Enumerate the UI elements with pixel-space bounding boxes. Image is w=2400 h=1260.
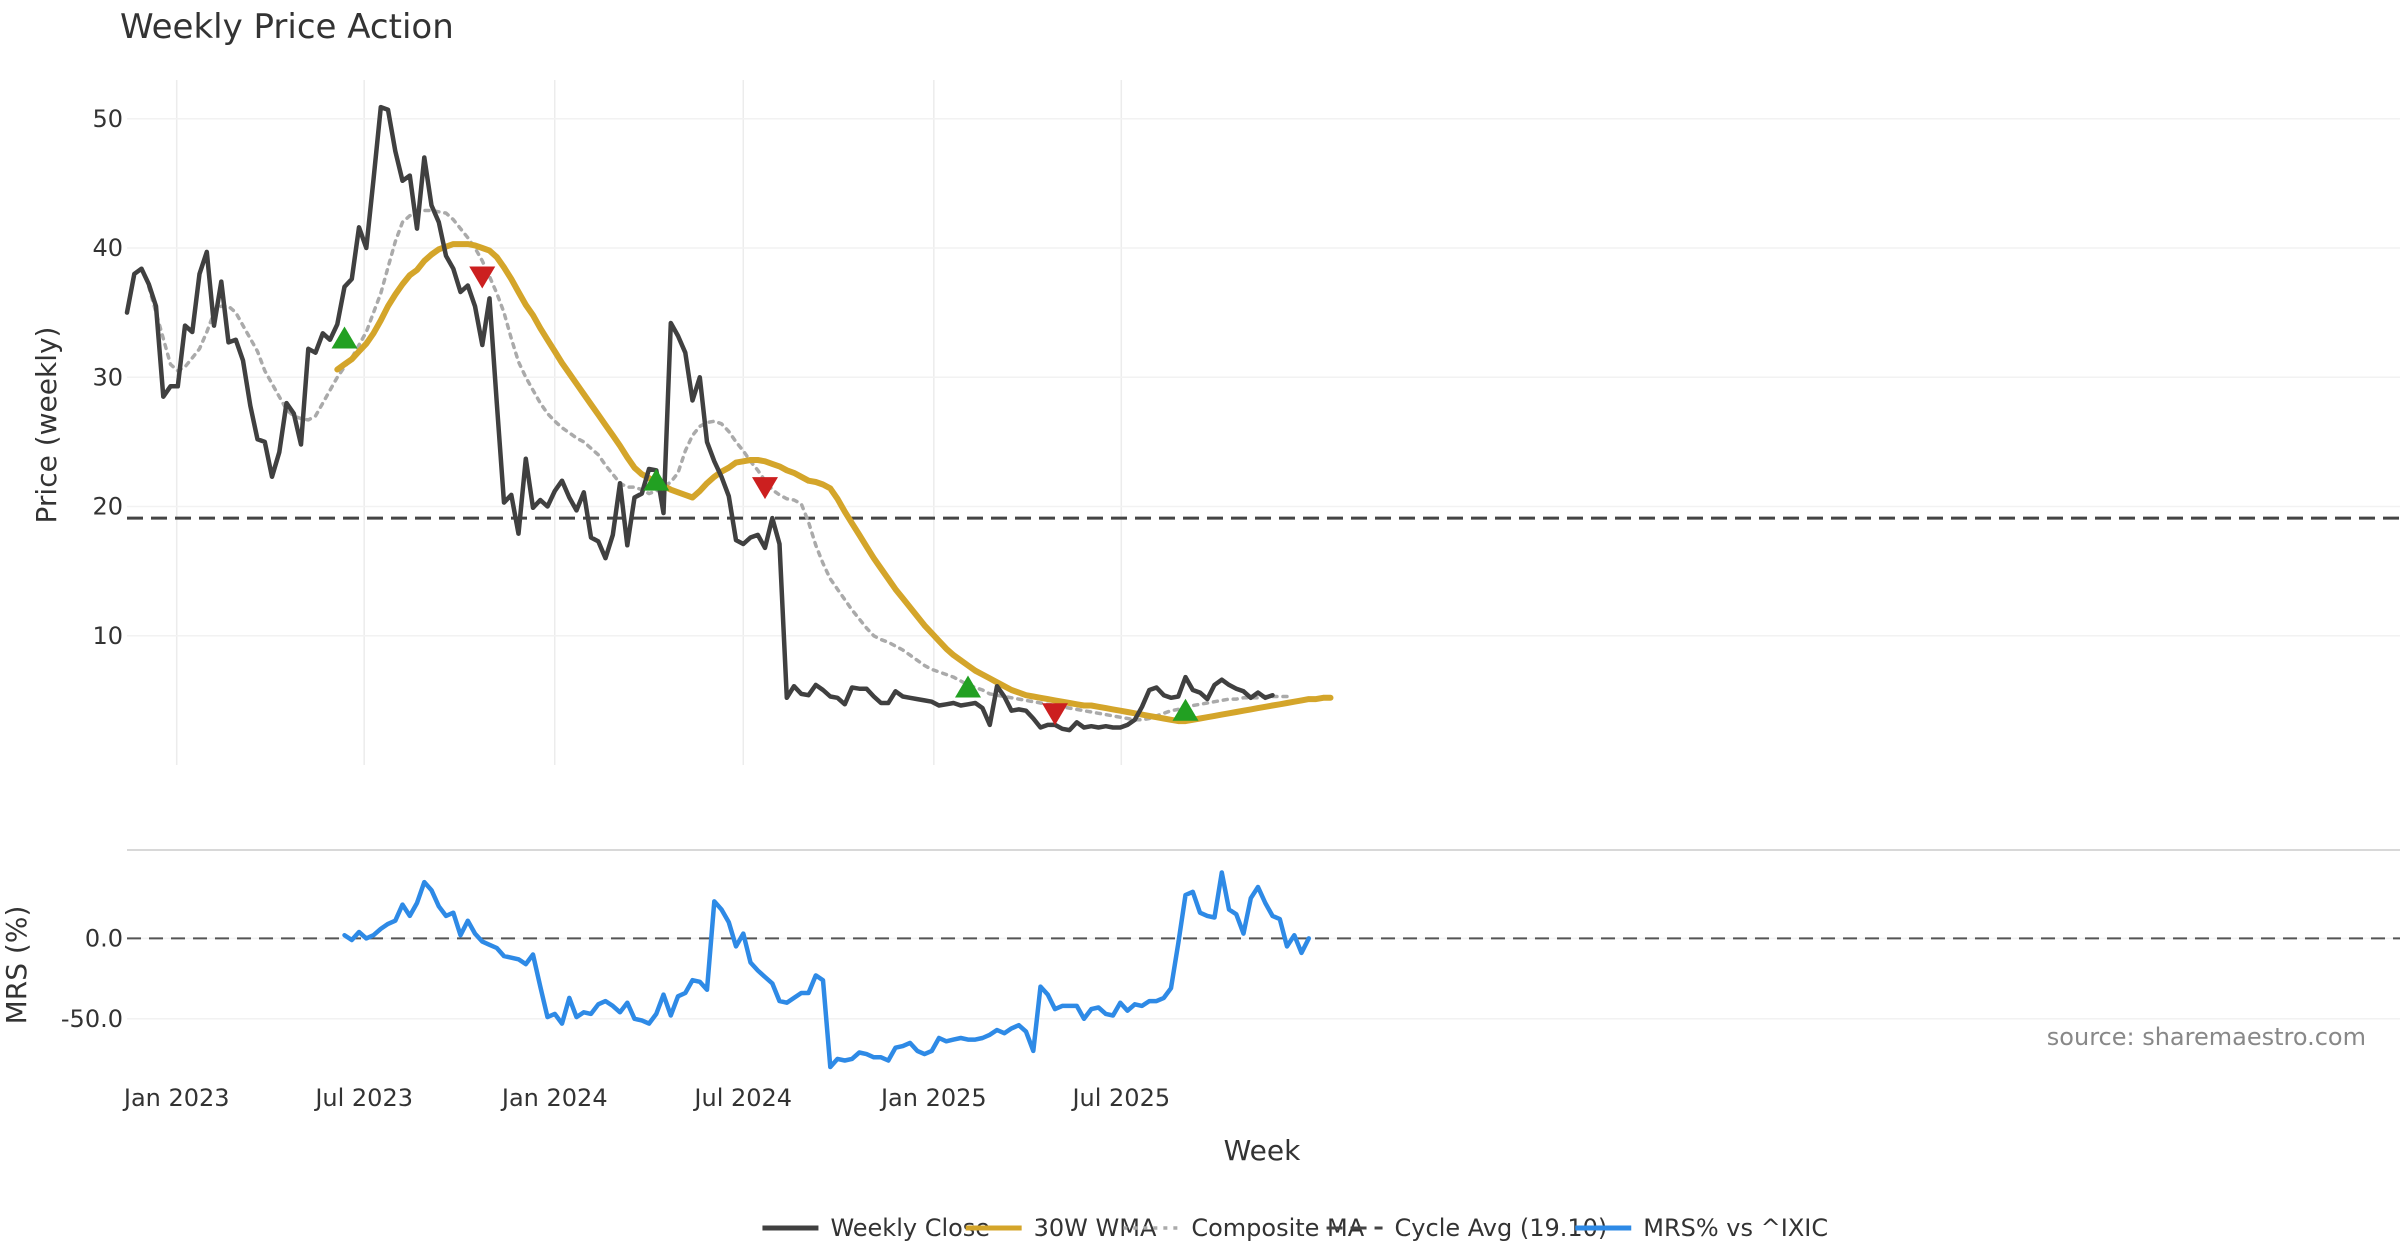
series-line-weekly-close (124, 104, 1275, 733)
price-y-ticks: 10 20 30 40 50 (92, 105, 123, 650)
price-tick-label: 30 (92, 363, 123, 391)
buy-signal-marker (955, 675, 981, 698)
series-line-30w-wma (334, 241, 1334, 725)
x-tick-label: Jan 2023 (122, 1084, 230, 1112)
mrs-y-axis-label: MRS (%) (0, 906, 33, 1025)
price-y-axis-label: Price (weekly) (30, 327, 63, 524)
sell-signal-marker (1042, 703, 1068, 726)
x-tick-label: Jan 2025 (879, 1084, 987, 1112)
series-line-composite-ma (147, 208, 1289, 722)
series-line-mrs-vs-ixic (342, 870, 1312, 1070)
gridlines (127, 80, 2400, 1020)
signal-markers (331, 266, 1199, 726)
price-tick-label: 40 (92, 234, 123, 262)
series-layer (124, 104, 1334, 1070)
buy-signal-marker (331, 326, 358, 349)
legend-label: Weekly Close (830, 1214, 990, 1242)
x-tick-label: Jul 2025 (1070, 1084, 1170, 1112)
legend-label: 30W WMA (1034, 1214, 1157, 1242)
x-tick-label: Jan 2024 (500, 1084, 608, 1112)
x-axis-label: Week (1224, 1134, 1301, 1167)
mrs-y-ticks: 0.0 -50.0 (61, 924, 123, 1032)
sell-signal-marker (752, 477, 778, 500)
mrs-tick-label: 0.0 (85, 924, 123, 952)
x-axis-ticks: Jan 2023 Jul 2023 Jan 2024 Jul 2024 Jan 2025… (122, 1084, 1170, 1112)
x-tick-label: Jul 2023 (313, 1084, 413, 1112)
chart-title: Weekly Price Action (120, 7, 454, 47)
mrs-tick-label: -50.0 (61, 1005, 123, 1033)
source-text: source: sharemaestro.com (2047, 1023, 2366, 1051)
price-tick-label: 10 (92, 622, 123, 650)
buy-signal-marker (643, 468, 670, 491)
sell-signal-marker (469, 266, 496, 289)
buy-signal-marker (1172, 698, 1199, 721)
legend: Weekly Close 30W WMA Composite MA Cycle Avg… (762, 1214, 1828, 1242)
legend-label: MRS% vs ^IXIC (1643, 1214, 1828, 1242)
price-tick-label: 50 (92, 105, 123, 133)
x-tick-label: Jul 2024 (692, 1084, 792, 1112)
price-tick-label: 20 (92, 493, 123, 521)
legend-label: Cycle Avg (19.10) (1395, 1214, 1608, 1242)
